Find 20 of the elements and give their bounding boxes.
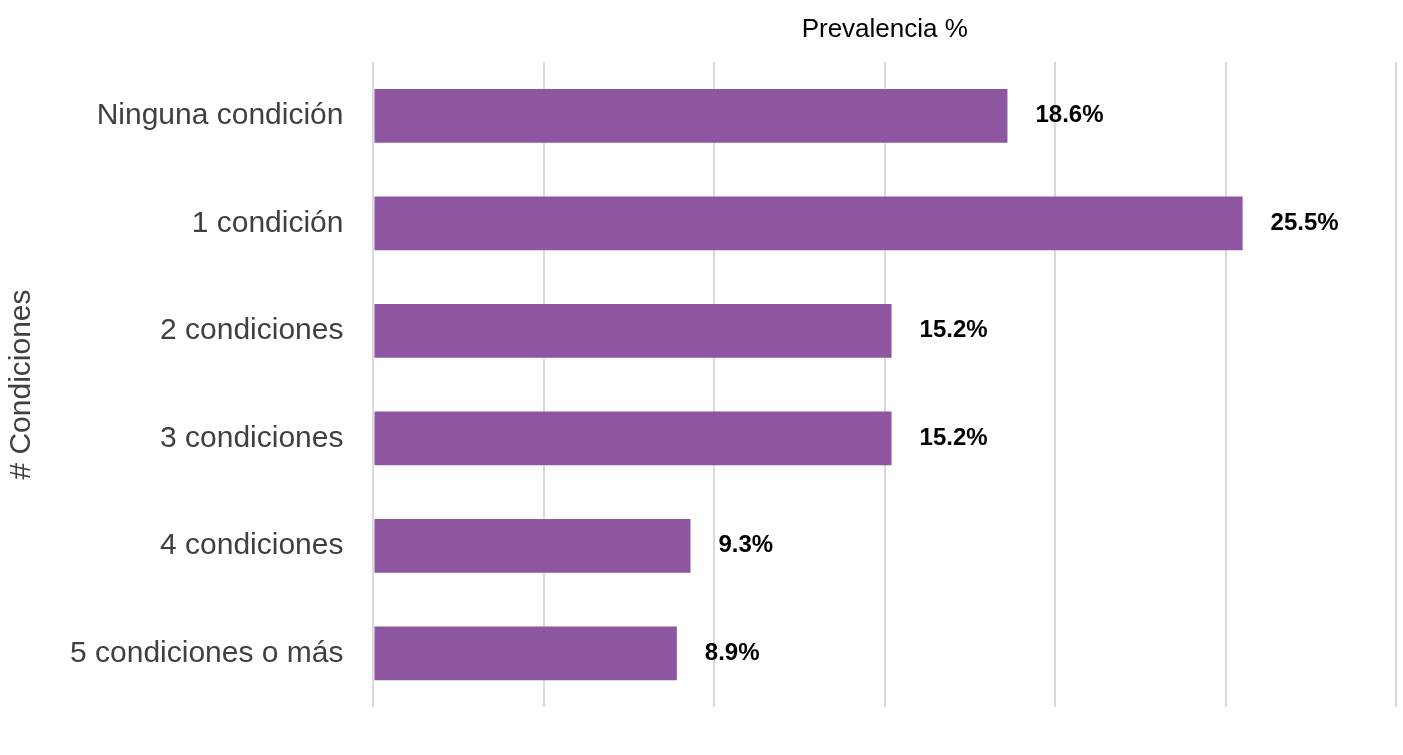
y-tick-label: 1 condición xyxy=(191,204,344,238)
y-tick-label: 5 condiciones o más xyxy=(69,634,344,668)
bar xyxy=(374,196,1243,251)
data-label: 25.5% xyxy=(1270,207,1339,235)
y-tick-label: 4 condiciones xyxy=(160,527,344,561)
data-label: 15.2% xyxy=(919,422,988,450)
data-label: 15.2% xyxy=(919,315,988,343)
data-label: 18.6% xyxy=(1035,100,1104,128)
bar xyxy=(374,88,1008,143)
y-axis-title: # Condiciones xyxy=(3,289,37,480)
y-tick-label: 2 condiciones xyxy=(160,312,344,346)
bar xyxy=(374,411,892,466)
bar xyxy=(374,518,691,573)
bar xyxy=(374,626,677,681)
y-tick-label: Ninguna condición xyxy=(96,97,344,131)
bar xyxy=(374,303,892,358)
chart-title: Prevalencia % xyxy=(801,13,968,44)
y-tick-label: 3 condiciones xyxy=(160,419,344,453)
data-label: 9.3% xyxy=(718,530,774,558)
data-label: 8.9% xyxy=(704,637,760,665)
